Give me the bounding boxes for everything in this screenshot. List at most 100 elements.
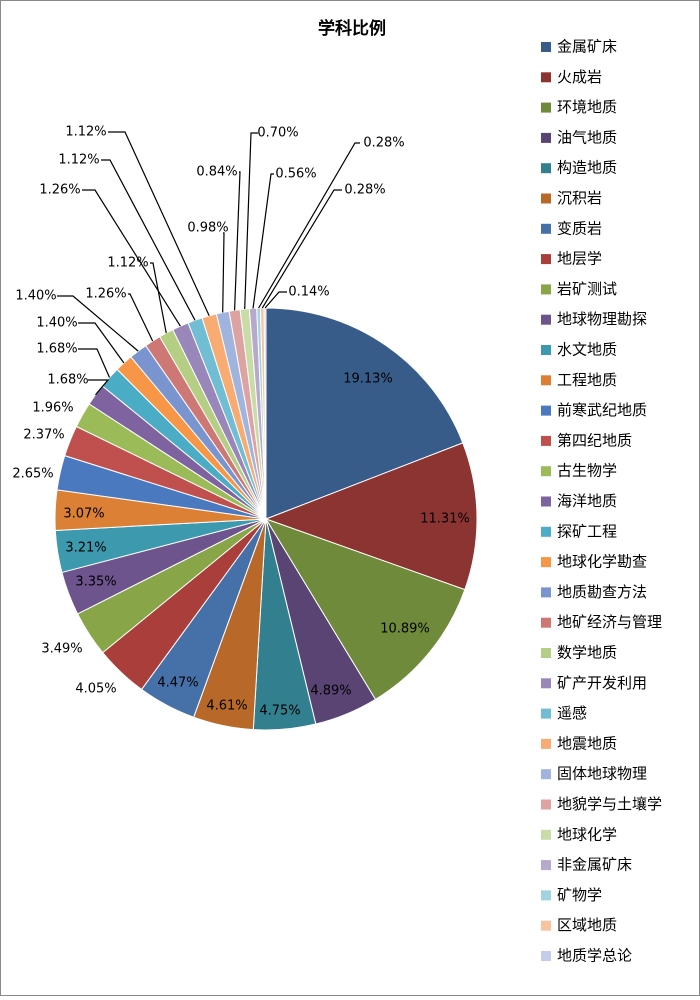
- data-label: 2.37%: [23, 428, 64, 443]
- leader-line: [101, 159, 196, 321]
- leader-line: [78, 348, 111, 378]
- legend-swatch: [541, 890, 551, 901]
- pie-slice: [265, 307, 464, 520]
- legend-label: 遥感: [557, 704, 587, 722]
- legend-label: 水文地质: [557, 341, 617, 359]
- chart-title: 学科比例: [318, 18, 386, 39]
- legend-label: 金属矿床: [557, 38, 617, 56]
- legend-label: 固体地球物理: [557, 765, 647, 783]
- legend-label: 古生物学: [557, 462, 617, 480]
- leader-lines: [57, 131, 360, 396]
- legend-label: 区域地质: [557, 916, 617, 934]
- legend-swatch: [541, 405, 551, 416]
- legend-label: 油气地质: [557, 128, 617, 146]
- data-label: 1.12%: [107, 256, 148, 271]
- data-label: 0.98%: [187, 221, 228, 236]
- legend-label: 第四纪地质: [557, 431, 632, 449]
- legend-swatch: [541, 860, 551, 871]
- leader-line: [78, 322, 125, 364]
- legend-swatch: [541, 587, 551, 598]
- legend-swatch: [541, 526, 551, 537]
- legend-swatch: [541, 132, 551, 143]
- legend-swatch: [541, 223, 551, 234]
- data-label: 19.13%: [343, 372, 393, 387]
- legend-label: 地层学: [557, 250, 602, 268]
- leader-line: [150, 262, 167, 334]
- legend-label: 地貌学与土壤学: [557, 795, 662, 813]
- data-label: 1.96%: [32, 401, 73, 416]
- legend-label: 探矿工程: [557, 522, 617, 540]
- pie-slice: [263, 307, 267, 520]
- data-label: 1.12%: [58, 153, 99, 168]
- data-label: 0.84%: [196, 165, 237, 180]
- legend-swatch: [541, 163, 551, 174]
- leader-line: [88, 379, 110, 396]
- legend-swatch: [541, 193, 551, 204]
- data-label: 1.12%: [65, 125, 106, 140]
- data-label: 3.07%: [63, 507, 104, 522]
- data-label: 0.70%: [257, 126, 298, 141]
- legend-label: 地球化学: [557, 825, 617, 843]
- legend-swatch: [541, 102, 551, 113]
- legend-swatch: [541, 42, 551, 52]
- legend-swatch: [541, 920, 551, 931]
- legend-label: 前寒武纪地质: [557, 401, 647, 419]
- legend-swatch: [541, 314, 551, 325]
- data-label: 1.40%: [36, 316, 77, 331]
- data-label: 2.65%: [12, 467, 53, 482]
- data-labels: 19.13% 11.31% 10.89% 4.89% 4.75% 4.61% 4.47% 4.…: [12, 125, 469, 719]
- legend-label: 地球化学勘查: [557, 553, 647, 571]
- legend-swatch: [541, 557, 551, 568]
- leader-line: [108, 131, 210, 317]
- legend-swatch: [541, 375, 551, 386]
- legend-swatch: [541, 829, 551, 840]
- legend-swatch: [541, 738, 551, 749]
- leader-line: [233, 171, 241, 311]
- legend-swatch: [541, 617, 551, 628]
- legend-swatch: [541, 435, 551, 446]
- data-label: 1.68%: [36, 342, 77, 357]
- legend-label: 构造地质: [557, 159, 617, 177]
- leader-line: [261, 189, 342, 309]
- legend-swatch: [541, 799, 551, 810]
- data-label: 0.56%: [275, 167, 316, 182]
- data-label: 1.26%: [39, 183, 80, 198]
- legend-label: 地球物理勘探: [557, 310, 647, 328]
- legend: 金属矿床火成岩环境地质油气地质构造地质沉积岩变质岩地层学岩矿测试地球物理勘探水文…: [541, 38, 662, 965]
- legend-swatch: [541, 708, 551, 719]
- leader-line: [258, 142, 360, 309]
- data-label: 4.47%: [157, 676, 198, 691]
- legend-label: 地震地质: [557, 734, 617, 752]
- legend-label: 岩矿测试: [557, 280, 617, 298]
- data-label: 11.31%: [420, 512, 470, 527]
- data-label: 4.61%: [206, 699, 247, 714]
- leader-line: [252, 173, 274, 309]
- pie-slice: [264, 518, 466, 701]
- legend-label: 地质学总论: [557, 947, 632, 965]
- leader-line: [222, 232, 225, 313]
- legend-swatch: [541, 769, 551, 780]
- legend-swatch: [541, 678, 551, 689]
- data-label: 1.40%: [15, 289, 56, 304]
- pie-slices: [54, 307, 478, 731]
- legend-label: 环境地质: [557, 98, 617, 116]
- legend-label: 地矿经济与管理: [557, 613, 662, 631]
- legend-label: 矿物学: [557, 886, 602, 904]
- data-label: 1.68%: [47, 373, 88, 388]
- legend-swatch: [541, 254, 551, 265]
- legend-label: 变质岩: [557, 219, 602, 237]
- legend-label: 海洋地质: [557, 492, 617, 510]
- legend-swatch: [541, 345, 551, 355]
- leader-line: [57, 295, 139, 352]
- data-label: 0.14%: [288, 285, 329, 300]
- legend-swatch: [541, 951, 551, 961]
- data-label: 0.28%: [344, 183, 385, 198]
- legend-swatch: [541, 72, 551, 83]
- legend-swatch: [541, 284, 551, 295]
- data-label: 10.89%: [380, 622, 430, 637]
- legend-swatch: [541, 466, 551, 477]
- leader-line: [244, 132, 258, 310]
- legend-label: 火成岩: [557, 68, 602, 86]
